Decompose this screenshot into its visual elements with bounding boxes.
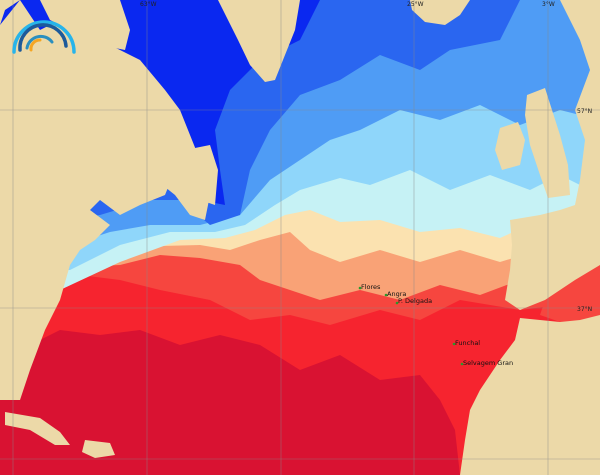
land-europe xyxy=(505,0,600,310)
place-marker xyxy=(460,362,464,366)
land-cuba xyxy=(5,412,70,445)
land-greenland xyxy=(218,0,300,82)
lat-label: 37°N xyxy=(577,306,592,313)
place-marker xyxy=(395,301,399,305)
land-africa xyxy=(460,300,600,475)
place-marker xyxy=(384,293,388,297)
place-label-funchal[interactable]: Funchal xyxy=(455,339,480,347)
place-marker xyxy=(358,286,362,290)
land-iceland xyxy=(410,0,470,25)
place-label-flores[interactable]: Flores xyxy=(361,283,381,291)
land-ireland xyxy=(495,122,525,170)
place-marker xyxy=(452,342,456,346)
place-markers: Flores Angra P. Delgada Funchal Selvagem… xyxy=(358,283,513,367)
land-hispaniola xyxy=(82,440,115,458)
lon-label: 25°W xyxy=(407,1,424,8)
lon-label: 3°W xyxy=(542,1,555,8)
land-labrador xyxy=(55,25,210,220)
place-label-p-delgada[interactable]: P. Delgada xyxy=(398,297,432,305)
land-britain xyxy=(525,88,570,198)
rainbow-arc-logo-icon xyxy=(12,20,76,54)
land-baffin xyxy=(40,0,130,50)
lat-label: 57°N xyxy=(577,108,592,115)
lon-label: 63°W xyxy=(140,1,157,8)
land-newfoundland xyxy=(185,145,218,205)
place-label-angra[interactable]: Angra xyxy=(387,290,406,298)
place-label-selvagem-grande[interactable]: Selvagem Gran xyxy=(463,359,513,367)
